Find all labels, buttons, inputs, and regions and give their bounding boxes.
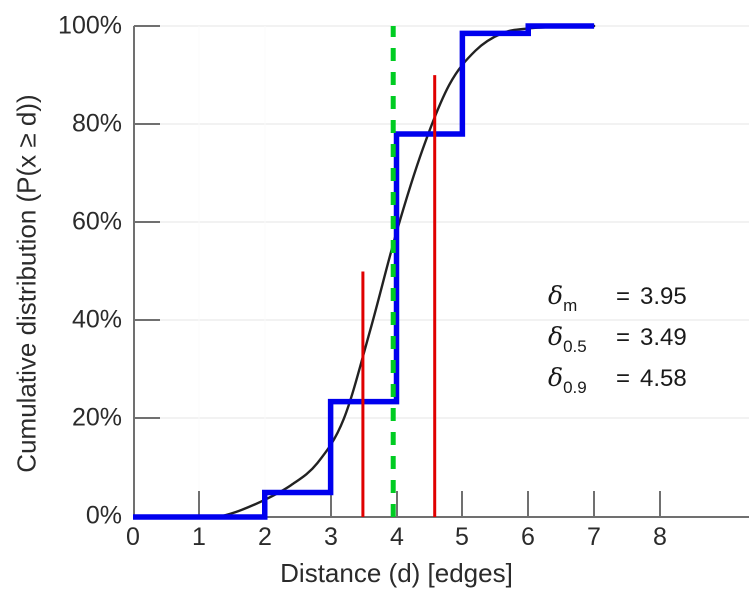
delta-symbol: δ <box>548 363 564 392</box>
x-tick-3: 3 <box>324 523 338 551</box>
annotation-value: 3.95 <box>640 283 687 310</box>
annotation-delta-median: δ0.5 = 3.49 <box>548 322 744 363</box>
annotation-delta-mean: δm = 3.95 <box>548 281 744 322</box>
x-tick-7: 7 <box>587 523 601 551</box>
statistics-annotations: δm = 3.95 δ0.5 = 3.49 δ0.9 = 4.58 <box>548 281 744 404</box>
grid-lines <box>133 25 749 419</box>
empirical-step-curve <box>133 23 595 520</box>
y-tick-label: 20% <box>71 403 122 432</box>
y-tick-label: 40% <box>71 305 122 334</box>
delta-subscript: m <box>563 296 578 315</box>
x-axis-title: Distance (d) [edges] <box>280 558 513 588</box>
x-tick-5: 5 <box>455 523 469 551</box>
x-tick-8: 8 <box>653 523 667 551</box>
x-tick-1: 1 <box>192 523 206 551</box>
x-tick-4: 4 <box>390 523 404 551</box>
delta-subscript: 0.9 <box>563 378 587 397</box>
equals-sign: = <box>616 365 631 392</box>
y-tick-label: 60% <box>71 207 122 236</box>
x-tick-6: 6 <box>521 523 535 551</box>
annotation-value: 3.49 <box>640 324 687 351</box>
annotation-symbol-group: δ0.9 <box>548 363 606 397</box>
annotation-symbol-group: δ0.5 <box>548 322 606 356</box>
delta-symbol: δ <box>548 281 564 310</box>
delta-subscript: 0.5 <box>563 337 587 356</box>
y-tick-label: 80% <box>71 109 122 138</box>
annotation-value: 4.58 <box>640 365 687 392</box>
vertical-gridlines <box>198 26 266 491</box>
annotation-symbol-group: δm <box>548 281 606 315</box>
y-tick-label: 0% <box>85 501 122 530</box>
x-tick-0: 0 <box>126 523 140 551</box>
y-tick-label: 100% <box>58 11 122 40</box>
equals-sign: = <box>616 324 631 351</box>
y-tick-marks <box>134 25 160 419</box>
delta-symbol: δ <box>548 322 564 351</box>
annotation-delta-p90: δ0.9 = 4.58 <box>548 363 744 404</box>
x-tick-2: 2 <box>258 523 272 551</box>
equals-sign: = <box>616 283 631 310</box>
fitted-curve <box>217 24 596 519</box>
